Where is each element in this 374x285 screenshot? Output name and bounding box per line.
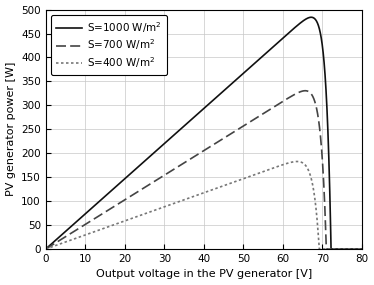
S=1000 W/m$^2$ [350, 247, 355, 251]
S=700 W/m$^2$ [59, 237, 64, 241]
Line: S=700 W/m$^2$: S=700 W/m$^2$ [46, 91, 362, 249]
S=700 W/m$^2$ [43, 247, 48, 251]
Line: S=1000 W/m$^2$: S=1000 W/m$^2$ [46, 17, 362, 249]
Y-axis label: PV generator power [W]: PV generator power [W] [6, 62, 16, 196]
S=700 W/m$^2$ [360, 247, 364, 251]
Line: S=400 W/m$^2$: S=400 W/m$^2$ [46, 162, 362, 249]
S=700 W/m$^2$ [350, 247, 355, 251]
S=400 W/m$^2$ [292, 160, 297, 163]
S=700 W/m$^2$ [292, 93, 297, 96]
Legend: S=1000 W/m$^2$, S=700 W/m$^2$, S=400 W/m$^2$: S=1000 W/m$^2$, S=700 W/m$^2$, S=400 W/m… [51, 15, 168, 75]
S=400 W/m$^2$ [189, 196, 193, 199]
S=700 W/m$^2$ [350, 247, 355, 251]
S=400 W/m$^2$ [197, 193, 202, 196]
S=700 W/m$^2$ [197, 152, 202, 155]
S=400 W/m$^2$ [295, 160, 299, 163]
S=400 W/m$^2$ [350, 247, 355, 251]
S=400 W/m$^2$ [360, 247, 364, 251]
S=1000 W/m$^2$ [292, 26, 297, 29]
S=1000 W/m$^2$ [350, 247, 355, 251]
S=1000 W/m$^2$ [197, 111, 202, 114]
X-axis label: Output voltage in the PV generator [V]: Output voltage in the PV generator [V] [96, 269, 312, 280]
S=700 W/m$^2$ [189, 157, 193, 160]
S=1000 W/m$^2$ [43, 247, 48, 251]
S=700 W/m$^2$ [303, 89, 307, 92]
S=1000 W/m$^2$ [59, 233, 64, 236]
S=400 W/m$^2$ [43, 247, 48, 251]
S=400 W/m$^2$ [59, 242, 64, 245]
S=1000 W/m$^2$ [360, 247, 364, 251]
S=1000 W/m$^2$ [309, 16, 313, 19]
S=400 W/m$^2$ [350, 247, 355, 251]
S=1000 W/m$^2$ [189, 118, 193, 121]
